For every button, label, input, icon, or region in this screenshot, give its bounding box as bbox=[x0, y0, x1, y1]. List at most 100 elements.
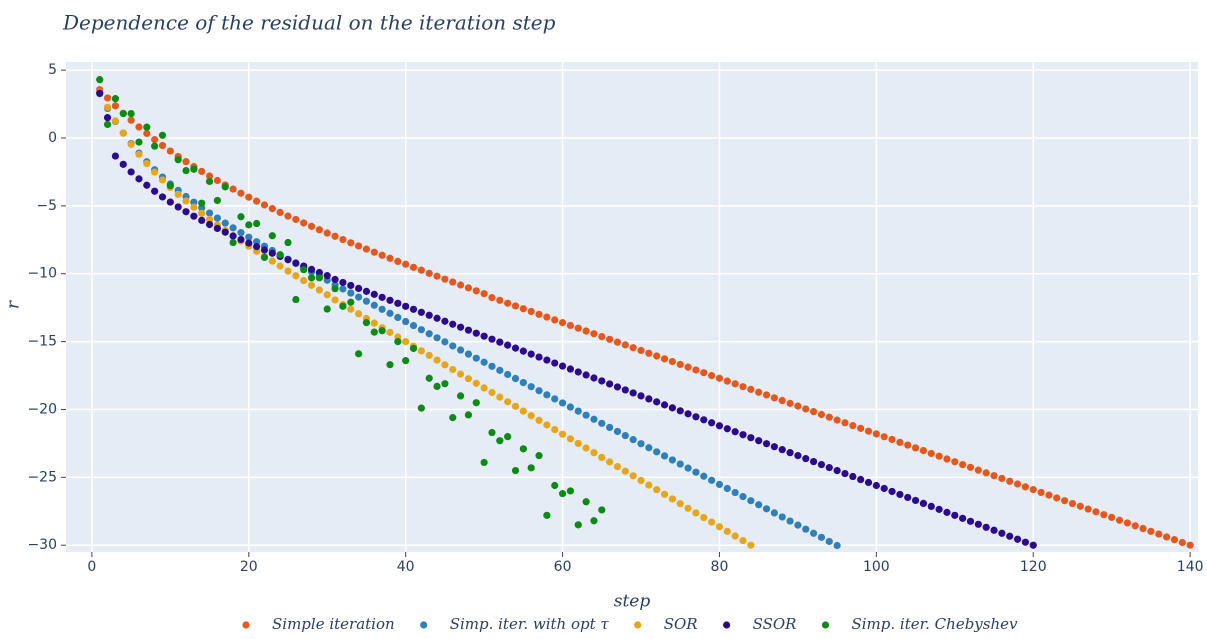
point bbox=[935, 452, 943, 460]
point bbox=[535, 310, 543, 318]
point bbox=[433, 314, 441, 322]
legend-marker bbox=[242, 621, 250, 629]
point bbox=[417, 308, 425, 316]
point bbox=[566, 365, 575, 373]
point bbox=[1068, 499, 1077, 508]
point bbox=[449, 342, 457, 350]
point bbox=[739, 383, 747, 391]
point bbox=[347, 298, 355, 306]
point bbox=[245, 221, 253, 229]
point bbox=[739, 536, 747, 545]
point bbox=[904, 441, 912, 449]
point bbox=[582, 498, 590, 506]
point bbox=[496, 437, 504, 445]
point bbox=[629, 472, 637, 480]
x-axis-title: step bbox=[614, 592, 651, 612]
point bbox=[810, 408, 818, 416]
point bbox=[1131, 522, 1139, 530]
point bbox=[660, 452, 669, 460]
point bbox=[629, 436, 637, 444]
point bbox=[276, 262, 284, 270]
point bbox=[245, 193, 253, 201]
point bbox=[558, 490, 567, 498]
point bbox=[582, 371, 590, 379]
point bbox=[629, 344, 637, 352]
legend-label: Simp. iter. with opt τ bbox=[450, 615, 610, 633]
x-tick-label: 100 bbox=[863, 559, 890, 575]
point bbox=[221, 219, 229, 227]
point bbox=[496, 366, 504, 374]
point bbox=[637, 440, 645, 448]
point bbox=[119, 160, 127, 168]
point bbox=[456, 281, 465, 289]
point bbox=[817, 460, 826, 469]
x-tick-label: 0 bbox=[87, 559, 96, 575]
point bbox=[998, 474, 1006, 483]
y-tick-label: −10 bbox=[27, 266, 57, 282]
point bbox=[488, 335, 496, 343]
point bbox=[292, 259, 300, 267]
legend-marker bbox=[420, 621, 428, 629]
y-tick-label: 5 bbox=[48, 62, 57, 78]
point bbox=[888, 487, 896, 496]
point bbox=[394, 338, 402, 346]
point bbox=[833, 466, 841, 475]
point bbox=[488, 294, 496, 302]
point bbox=[723, 484, 731, 493]
point bbox=[747, 434, 755, 442]
point bbox=[825, 413, 833, 421]
point bbox=[919, 499, 928, 508]
point bbox=[747, 385, 755, 393]
point bbox=[127, 109, 135, 118]
point bbox=[119, 129, 127, 137]
point bbox=[449, 320, 457, 328]
point bbox=[143, 123, 151, 131]
point bbox=[135, 138, 143, 146]
point bbox=[653, 448, 661, 456]
point bbox=[935, 505, 943, 513]
point bbox=[307, 281, 316, 289]
point bbox=[300, 219, 308, 227]
point bbox=[864, 427, 873, 435]
point bbox=[331, 285, 339, 293]
point bbox=[174, 156, 182, 164]
point bbox=[919, 447, 928, 455]
point bbox=[1186, 541, 1194, 549]
y-tick-label: −5 bbox=[36, 198, 57, 214]
point bbox=[362, 319, 371, 327]
point bbox=[558, 362, 567, 370]
point bbox=[645, 349, 653, 357]
point bbox=[1084, 505, 1092, 513]
point bbox=[190, 165, 198, 173]
point bbox=[355, 242, 363, 250]
point bbox=[841, 419, 849, 427]
point bbox=[966, 517, 975, 525]
x-tick-label: 120 bbox=[1020, 559, 1047, 575]
point bbox=[982, 469, 990, 477]
point bbox=[111, 95, 120, 103]
point bbox=[1021, 483, 1030, 491]
point bbox=[135, 175, 143, 183]
point bbox=[253, 219, 261, 228]
point bbox=[857, 424, 865, 432]
legend-marker bbox=[722, 621, 731, 629]
point bbox=[715, 422, 724, 430]
point bbox=[519, 445, 527, 453]
y-tick-label: −25 bbox=[27, 469, 57, 485]
point bbox=[708, 518, 716, 526]
point bbox=[166, 181, 174, 190]
point bbox=[362, 297, 371, 305]
point bbox=[488, 428, 496, 437]
point bbox=[496, 393, 504, 401]
point bbox=[409, 321, 418, 330]
point bbox=[362, 245, 371, 253]
point bbox=[103, 94, 112, 102]
point bbox=[519, 347, 527, 355]
point bbox=[527, 464, 535, 472]
point bbox=[621, 431, 629, 440]
point bbox=[519, 305, 527, 313]
point bbox=[315, 286, 323, 294]
point bbox=[347, 305, 355, 313]
point bbox=[331, 275, 339, 284]
point bbox=[441, 275, 449, 283]
